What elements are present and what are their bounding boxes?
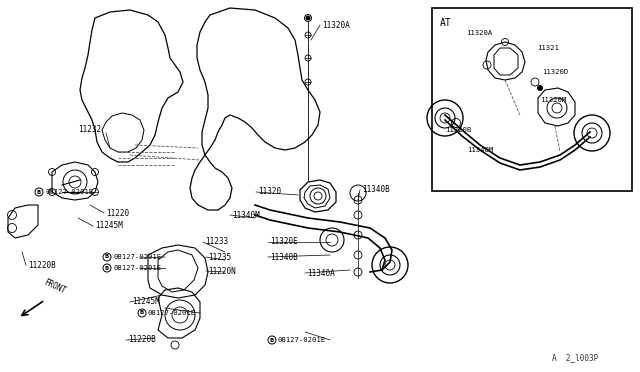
Text: B: B [105,266,109,270]
Text: A  2_l003P: A 2_l003P [552,353,598,362]
Text: 11321: 11321 [537,45,559,51]
Text: 11320M: 11320M [540,97,566,103]
Text: 11320A: 11320A [322,20,349,29]
Text: FRONT: FRONT [42,278,67,296]
Text: 11220: 11220 [106,208,129,218]
Text: 11320B: 11320B [445,127,471,133]
Text: 08127-0201E: 08127-0201E [278,337,326,343]
Text: 11245M: 11245M [95,221,123,231]
Text: AT: AT [440,18,452,28]
Text: 11233: 11233 [205,237,228,247]
Text: B: B [140,311,144,315]
Circle shape [305,15,312,22]
Text: 08127-0201E: 08127-0201E [45,189,93,195]
Text: 11232: 11232 [78,125,101,135]
Circle shape [306,16,310,20]
Bar [432,8,632,191]
Text: 11220B: 11220B [128,336,156,344]
Text: B: B [105,254,109,260]
Circle shape [538,86,543,90]
Text: 11340B: 11340B [270,253,298,262]
Text: 11340B: 11340B [362,186,390,195]
Text: 08127-0201E: 08127-0201E [113,265,161,271]
Text: B: B [37,189,41,195]
Text: 11320E: 11320E [270,237,298,247]
Text: 11340A: 11340A [307,269,335,278]
Text: 11235: 11235 [208,253,231,262]
Text: 11220N: 11220N [208,266,236,276]
Text: 11220B: 11220B [28,260,56,269]
Text: 11340M: 11340M [232,211,260,219]
Text: 08127-0201E: 08127-0201E [148,310,196,316]
Text: 11245M: 11245M [132,298,160,307]
Text: 11320: 11320 [258,187,281,196]
Text: 11320D: 11320D [542,69,568,75]
Text: 11340M: 11340M [467,147,493,153]
Text: B: B [270,337,274,343]
Text: 11320A: 11320A [466,30,492,36]
Text: 08127-0201E: 08127-0201E [113,254,161,260]
